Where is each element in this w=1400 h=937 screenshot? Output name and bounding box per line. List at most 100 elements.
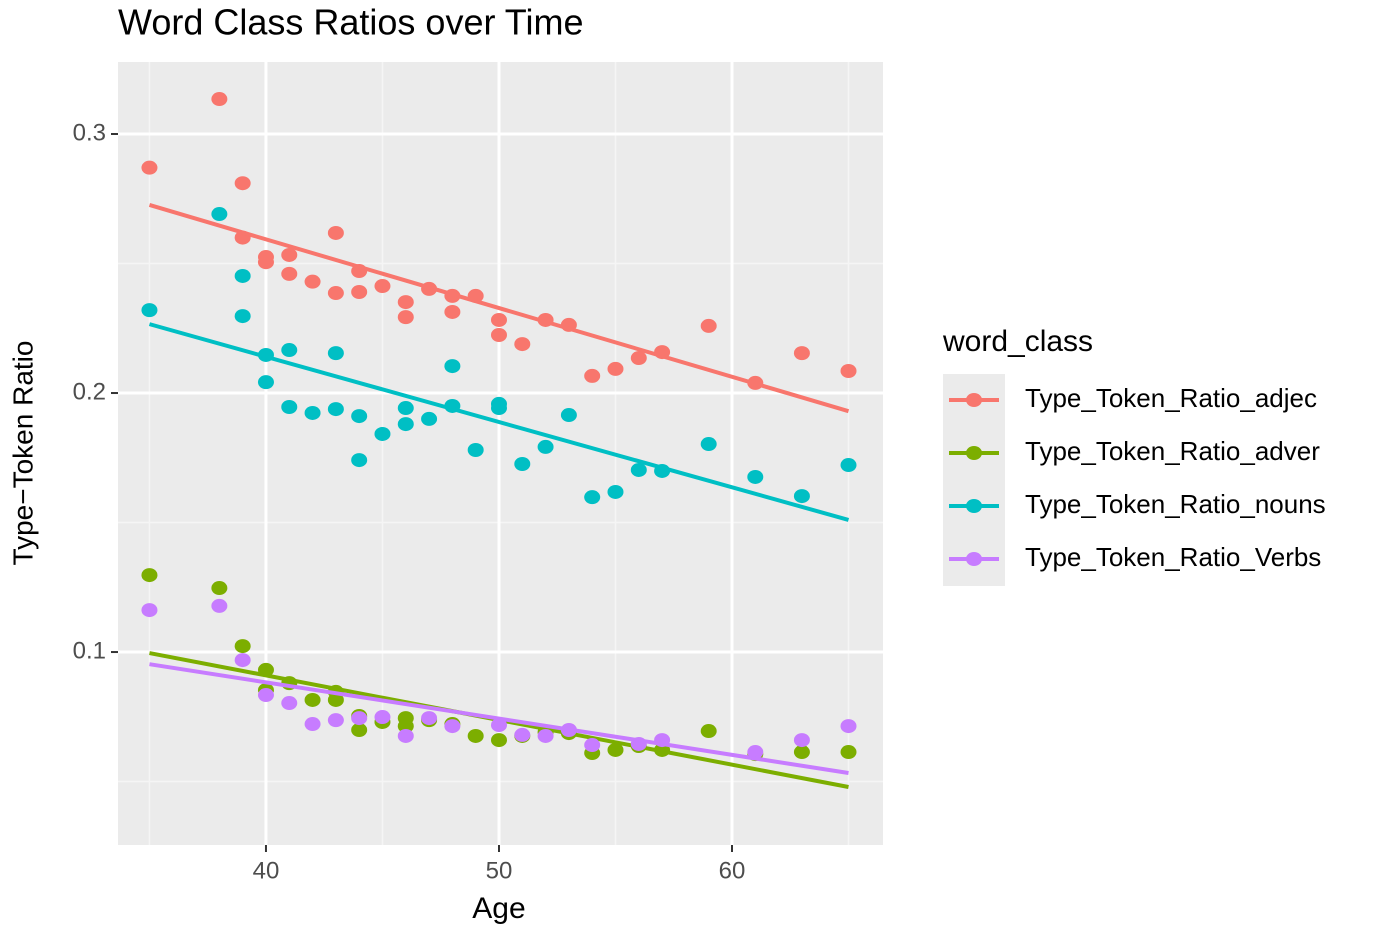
point — [467, 728, 484, 743]
point — [607, 484, 624, 499]
point — [141, 303, 158, 318]
point — [700, 724, 717, 739]
fit-line — [148, 322, 850, 522]
point — [211, 92, 228, 107]
point — [141, 160, 158, 175]
point — [793, 346, 810, 361]
point — [397, 417, 414, 432]
point — [747, 469, 764, 484]
point — [141, 568, 158, 583]
point — [327, 286, 344, 301]
point — [537, 728, 554, 743]
point — [281, 266, 298, 281]
point — [793, 489, 810, 504]
point — [793, 733, 810, 748]
point — [467, 443, 484, 458]
point — [327, 692, 344, 707]
legend-key-point — [966, 393, 982, 407]
point — [397, 295, 414, 310]
point — [421, 711, 438, 726]
point — [700, 437, 717, 452]
point — [234, 639, 251, 654]
point — [514, 727, 531, 742]
point — [630, 462, 647, 477]
point — [304, 274, 321, 289]
point — [630, 351, 647, 366]
point — [351, 711, 368, 726]
chart-title: Word Class Ratios over Time — [118, 2, 583, 43]
plot-panel — [118, 62, 883, 845]
point — [840, 458, 857, 473]
point — [444, 304, 461, 319]
y-tick-label: 0.1 — [73, 637, 106, 664]
point — [234, 268, 251, 283]
point — [514, 456, 531, 471]
point — [304, 405, 321, 420]
x-tick-label: 40 — [253, 857, 280, 884]
x-tick-label: 60 — [719, 857, 746, 884]
point — [351, 285, 368, 300]
point — [444, 359, 461, 374]
point — [304, 692, 321, 707]
point — [234, 653, 251, 668]
point — [281, 247, 298, 262]
point — [351, 409, 368, 424]
point — [281, 400, 298, 415]
point — [374, 426, 391, 441]
point — [304, 717, 321, 732]
point — [490, 718, 507, 733]
point — [234, 176, 251, 191]
legend-key-point — [966, 446, 982, 460]
point — [211, 598, 228, 613]
y-tick-label: 0.2 — [73, 378, 106, 405]
point — [211, 581, 228, 596]
point — [584, 368, 601, 383]
fit-line — [149, 662, 849, 775]
y-tick-label: 0.3 — [73, 119, 106, 146]
point — [327, 346, 344, 361]
point — [257, 688, 274, 703]
point — [257, 255, 274, 270]
point — [490, 328, 507, 343]
point — [840, 364, 857, 379]
point — [607, 742, 624, 757]
point — [537, 439, 554, 454]
legend-label: Type_Token_Ratio_Verbs — [1025, 542, 1321, 572]
legend-label: Type_Token_Ratio_adver — [1025, 436, 1320, 466]
point — [700, 318, 717, 333]
point — [514, 337, 531, 352]
point — [351, 453, 368, 468]
point — [351, 722, 368, 737]
legend-key-point — [966, 499, 982, 513]
point — [840, 745, 857, 760]
point — [747, 745, 764, 760]
point — [421, 411, 438, 426]
point — [793, 745, 810, 760]
point — [444, 719, 461, 734]
point — [374, 279, 391, 294]
point — [490, 312, 507, 327]
legend-key-point — [966, 552, 982, 566]
point — [397, 310, 414, 325]
point — [374, 710, 391, 725]
point — [560, 408, 577, 423]
legend-label: Type_Token_Ratio_adjec — [1025, 383, 1317, 413]
legend-label: Type_Token_Ratio_nouns — [1025, 489, 1326, 519]
point — [490, 733, 507, 748]
point — [327, 713, 344, 728]
point — [397, 401, 414, 416]
point — [327, 225, 344, 240]
x-axis-title: Age — [472, 892, 525, 925]
point — [211, 207, 228, 222]
point — [490, 401, 507, 416]
point — [397, 728, 414, 743]
point — [840, 719, 857, 734]
point — [141, 603, 158, 618]
point — [281, 696, 298, 711]
point — [281, 343, 298, 358]
legend-title: word_class — [942, 325, 1093, 358]
point — [257, 375, 274, 390]
point — [327, 402, 344, 417]
